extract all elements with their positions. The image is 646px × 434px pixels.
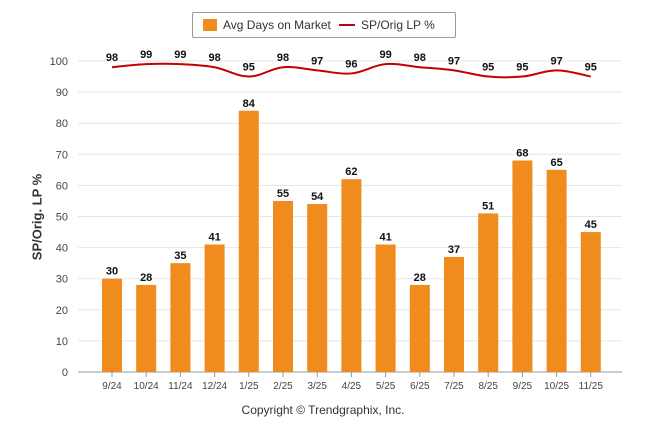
y-tick-label: 20 (56, 305, 68, 317)
copyright-footer: Copyright © Trendgraphix, Inc. (241, 403, 405, 417)
bar-data-label: 65 (550, 157, 562, 169)
x-tick-label: 4/25 (342, 381, 362, 392)
x-tick-label: 8/25 (478, 381, 498, 392)
bar (307, 204, 328, 372)
x-tick-label: 11/24 (168, 381, 193, 392)
bar-data-label: 84 (243, 98, 256, 110)
line-data-label: 99 (140, 49, 152, 61)
bar (512, 160, 533, 372)
legend-bar-swatch (203, 19, 217, 31)
line-data-label: 95 (516, 62, 528, 74)
bar (546, 169, 567, 372)
y-tick-label: 100 (50, 56, 68, 68)
bar-data-label: 37 (448, 244, 460, 256)
bar (444, 256, 464, 372)
line-data-label: 97 (448, 55, 460, 67)
bar-data-label: 28 (414, 272, 426, 284)
bar-data-label: 30 (106, 266, 118, 278)
y-tick-label: 60 (56, 180, 68, 192)
y-tick-label: 0 (62, 367, 68, 379)
line-data-label: 97 (550, 55, 562, 67)
bar-data-label: 28 (140, 272, 152, 284)
x-tick-label: 6/25 (410, 381, 430, 392)
bar (238, 110, 259, 372)
bar (409, 284, 430, 372)
legend-line-swatch (339, 24, 355, 26)
x-tick-label: 3/25 (307, 381, 327, 392)
x-tick-label: 9/24 (102, 381, 122, 392)
bar (341, 179, 362, 372)
line-data-label: 98 (208, 52, 220, 64)
bar (478, 213, 499, 372)
bar (273, 200, 293, 372)
bar (375, 244, 396, 372)
legend-bar-label: Avg Days on Market (223, 18, 331, 32)
x-tick-label: 10/24 (134, 381, 159, 392)
line-data-label: 99 (379, 49, 391, 61)
x-tick-label: 9/25 (513, 381, 533, 392)
line-data-label: 98 (277, 52, 289, 64)
x-tick-label: 7/25 (444, 381, 464, 392)
bar (136, 284, 157, 372)
bar (170, 263, 191, 372)
bar (580, 232, 601, 372)
bar (102, 278, 122, 372)
y-tick-label: 90 (56, 87, 68, 99)
line-data-label: 97 (311, 55, 323, 67)
bar-data-label: 51 (482, 200, 494, 212)
x-tick-label: 5/25 (376, 381, 396, 392)
y-tick-label: 80 (56, 118, 68, 130)
line-data-label: 95 (243, 62, 255, 74)
line-data-label: 98 (106, 52, 118, 64)
bar-data-label: 41 (208, 231, 220, 243)
x-tick-label: 10/25 (544, 381, 569, 392)
bar-data-label: 45 (585, 219, 597, 231)
legend-line-label: SP/Orig LP % (361, 18, 435, 32)
bar-data-label: 41 (379, 231, 391, 243)
x-tick-label: 2/25 (273, 381, 293, 392)
y-tick-label: 10 (56, 336, 68, 348)
y-tick-label: 40 (56, 243, 68, 255)
x-tick-label: 12/24 (202, 381, 227, 392)
y-tick-label: 30 (56, 274, 68, 286)
line-data-label: 95 (585, 62, 597, 74)
sp-orig-lp-line (111, 62, 591, 79)
bar (204, 244, 225, 372)
line-data-label: 99 (174, 49, 186, 61)
x-tick-label: 1/25 (239, 381, 259, 392)
y-tick-label: 50 (56, 212, 68, 224)
bar-data-label: 68 (516, 148, 528, 160)
line-data-label: 96 (345, 58, 357, 70)
line-data-label: 98 (414, 52, 426, 64)
bar-data-label: 54 (311, 191, 324, 203)
line-data-label: 95 (482, 62, 494, 74)
bar-data-label: 62 (345, 166, 357, 178)
legend: Avg Days on Market SP/Orig LP % (192, 12, 456, 38)
y-tick-label: 70 (56, 149, 68, 161)
x-tick-label: 11/25 (579, 381, 604, 392)
bar-data-label: 35 (174, 250, 186, 262)
bar-data-label: 55 (277, 188, 289, 200)
